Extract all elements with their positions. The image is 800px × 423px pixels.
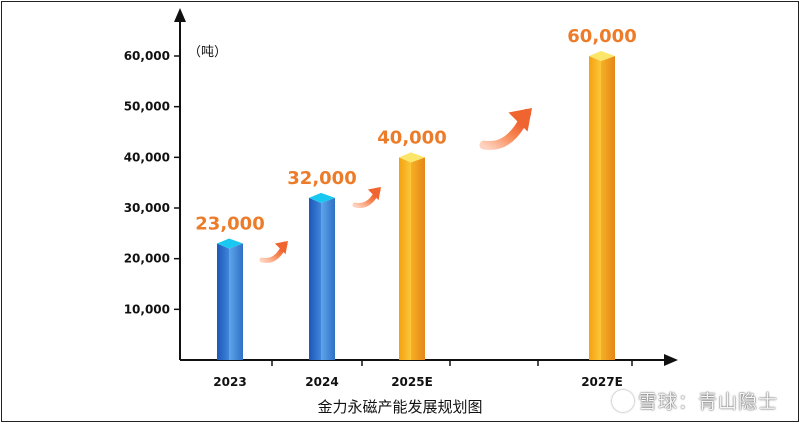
bar [589,51,615,360]
y-axis-ticks: 10,000 20,000 30,000 40,000 50,000 60,000 [124,49,180,316]
bar-top [217,238,243,249]
bar-face-left [589,56,601,360]
bar-face-right [321,197,335,360]
y-tick-label: 20,000 [124,252,170,266]
chart-title: 金力永磁产能发展规划图 [317,398,483,416]
y-tick-label: 60,000 [124,49,170,63]
bar-face-right [411,157,425,360]
y-axis-arrowhead [174,8,186,22]
bar-face-left [217,243,229,360]
growth-arrow-icon [259,241,288,264]
x-tick-label: 2023 [213,375,246,389]
bar [399,152,425,360]
watermark: 雪球：青山隐士 [611,387,778,414]
growth-arrow-icon [352,187,381,209]
growth-arrows [259,108,532,264]
bar-top [399,152,425,163]
growth-arrow-icon [479,108,532,151]
x-tick-label: 2024 [305,375,338,389]
y-tick-label: 30,000 [124,201,170,215]
x-axis-ticks [271,360,633,366]
value-label: 40,000 [377,127,446,148]
x-tick-label: 2025E [391,375,433,389]
unit-label: （吨） [188,45,227,60]
value-label: 60,000 [567,26,636,47]
x-axis-arrowhead [664,354,678,366]
bar-top [589,51,615,61]
bar-face-left [399,157,411,360]
y-tick-label: 50,000 [124,100,170,114]
bars [217,51,615,360]
y-tick-label: 10,000 [124,302,170,316]
value-label: 23,000 [195,213,264,234]
bar-top [309,192,335,203]
snowball-logo-icon [611,389,634,412]
bar [217,238,243,360]
bar-face-right [229,243,243,360]
watermark-text: 雪球：青山隐士 [637,391,778,413]
value-labels: 23,000 2023 32,000 2024 40,000 2025E 60,000 202… [195,26,636,389]
bar-face-right [601,56,615,360]
bar [309,192,335,360]
x-tick-label: 2027E [581,375,623,389]
y-tick-label: 40,000 [124,150,170,164]
value-label: 32,000 [287,168,356,189]
bar-face-left [309,197,321,360]
